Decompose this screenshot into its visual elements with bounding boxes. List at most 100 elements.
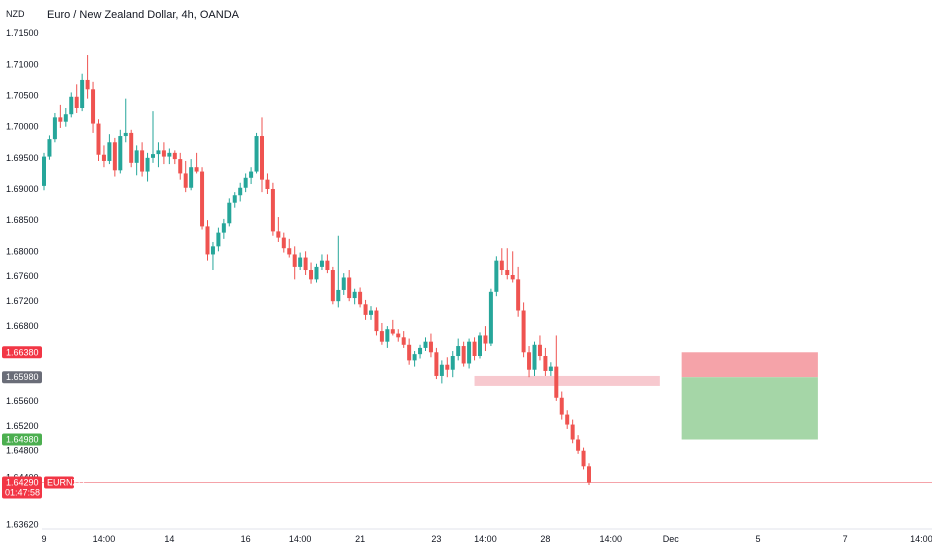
time-axis: 9 14:00 14 16 14:00 21 23 14:00 28 14:00 Dec 5 7 14:0… <box>41 528 932 544</box>
candle-body <box>418 347 423 355</box>
candle-body <box>270 189 275 232</box>
candle-body <box>276 231 281 238</box>
candle-body <box>576 439 581 451</box>
candle-body <box>330 270 335 302</box>
price-badge <box>2 433 42 446</box>
candle-body <box>461 346 466 364</box>
candle-body <box>167 152 172 157</box>
candle-body <box>221 223 226 233</box>
candle-body <box>80 79 85 108</box>
y-tick-label: 1.71500 <box>6 28 39 38</box>
candle-body <box>390 329 395 334</box>
stop-zone <box>681 352 818 378</box>
candle-body <box>314 266 319 280</box>
candle-body <box>396 333 401 338</box>
candle-body <box>319 260 324 267</box>
candle-body <box>85 79 90 90</box>
candle-body <box>42 156 46 186</box>
candle-body <box>134 150 139 163</box>
candle-body <box>537 344 542 357</box>
candle-body <box>52 117 57 140</box>
candle-body <box>516 279 521 311</box>
symbol-badge <box>44 476 74 489</box>
support-zone <box>474 375 660 386</box>
candle-body <box>325 260 330 271</box>
candle-body <box>423 341 428 348</box>
candle-body <box>570 424 575 440</box>
price-badge-label: 1.64980 <box>6 435 39 445</box>
candle-body <box>374 310 379 332</box>
candle-body <box>499 260 504 271</box>
x-tick-label: 28 <box>540 534 550 544</box>
y-tick-label: 1.69500 <box>6 153 39 163</box>
candle-body <box>358 291 363 305</box>
candle-body <box>156 150 161 155</box>
currency-label: NZD <box>6 9 25 19</box>
candle-body <box>118 136 123 171</box>
candle-body <box>91 89 96 124</box>
candle-body <box>407 344 412 361</box>
candle-body <box>510 275 515 280</box>
y-tick-label: 1.71000 <box>6 59 39 69</box>
candle-body <box>527 352 532 370</box>
candle-body <box>189 167 194 188</box>
candle-body <box>521 310 526 353</box>
candle-body <box>483 335 488 344</box>
candle-body <box>587 466 591 483</box>
candle-body <box>205 226 210 255</box>
candle-body <box>363 304 368 315</box>
candle-body <box>428 341 433 353</box>
candle-body <box>58 117 63 122</box>
x-tick-label: Dec <box>663 534 680 544</box>
x-tick-label: 14:00 <box>93 534 116 544</box>
candle-body <box>488 291 493 344</box>
candle-body <box>548 366 553 371</box>
candle-body <box>200 171 205 227</box>
candle-body <box>352 291 357 299</box>
y-tick-label: 1.70500 <box>6 91 39 101</box>
chart-title: Euro / New Zealand Dollar, 4h, OANDA <box>47 9 239 21</box>
candle-body <box>96 123 101 155</box>
candle-body <box>161 150 166 157</box>
x-tick-label: 14:00 <box>600 534 623 544</box>
candle-body <box>336 289 341 302</box>
y-tick-label: 1.68000 <box>6 246 39 256</box>
price-badge-label: 1.66380 <box>6 347 39 357</box>
candle-body <box>281 237 286 249</box>
price-badge <box>2 371 42 384</box>
candle-body <box>298 257 303 267</box>
candle-body <box>292 254 297 267</box>
candle-body <box>439 364 444 376</box>
candle-body <box>194 167 199 172</box>
candle-body <box>249 171 254 178</box>
candle-body <box>101 154 106 161</box>
candle-body <box>172 152 177 160</box>
candle-body <box>434 352 439 376</box>
candle-body <box>243 177 248 188</box>
candle-body <box>478 335 482 357</box>
candle-body <box>505 270 510 275</box>
candle-body <box>379 331 384 342</box>
price-badge <box>2 346 42 359</box>
candle-body <box>581 450 586 467</box>
candle-body <box>260 136 264 180</box>
candles-layer <box>42 55 591 486</box>
candle-body <box>151 154 155 158</box>
candle-body <box>254 136 259 172</box>
price-badge <box>2 476 42 499</box>
candle-body <box>341 277 346 290</box>
candle-body <box>472 341 477 357</box>
candle-body <box>543 356 548 371</box>
candle-body <box>183 173 188 188</box>
x-tick-label: 14:00 <box>910 534 932 544</box>
price-badge-label: 1.64290 <box>6 478 39 488</box>
y-tick-label: 1.66800 <box>6 321 39 331</box>
candle-body <box>210 246 215 255</box>
x-tick-label: 5 <box>755 534 760 544</box>
y-tick-label: 1.65200 <box>6 421 39 431</box>
x-tick-label: 14 <box>164 534 174 544</box>
candle-body <box>494 260 499 292</box>
price-axis: 1.71500 1.71000 1.70500 1.70000 1.69500 1.690… <box>6 28 39 529</box>
